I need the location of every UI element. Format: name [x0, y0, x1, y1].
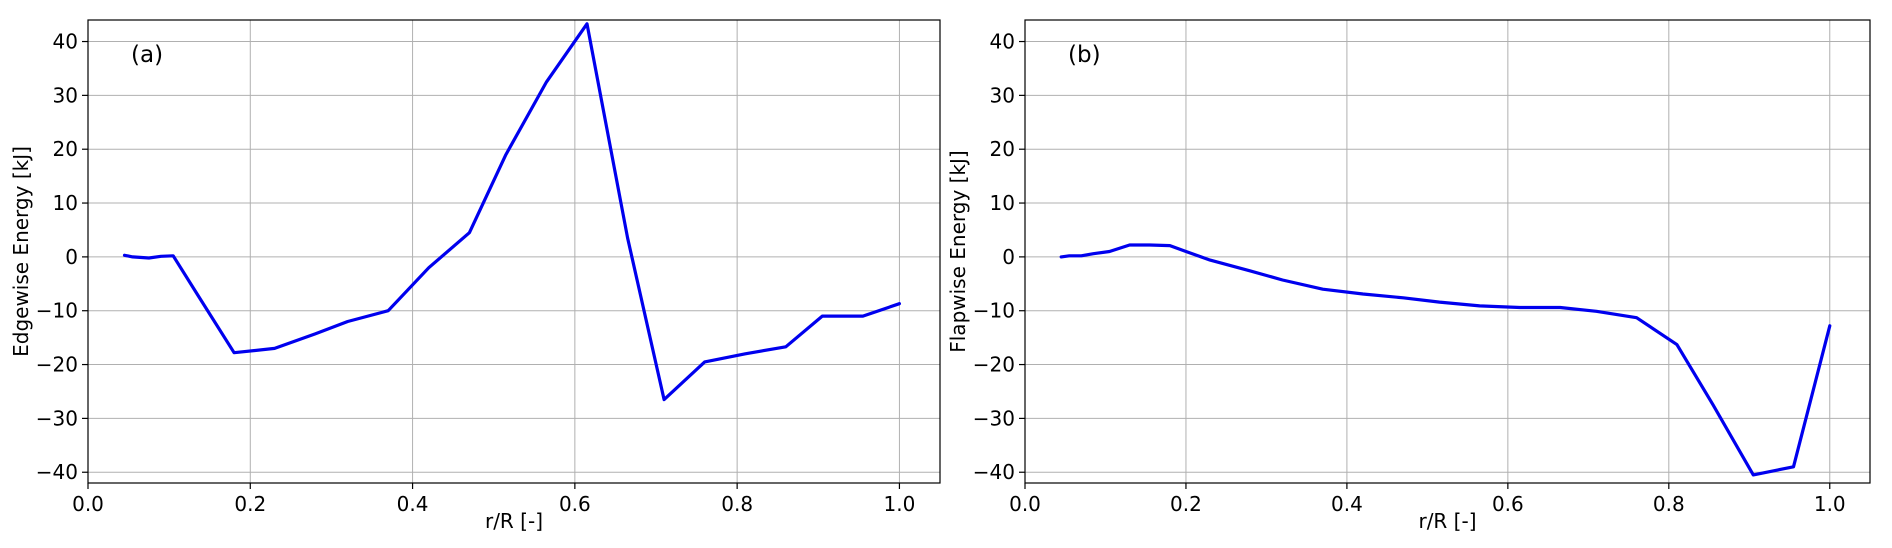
x-tick-label: 0.8 [1653, 492, 1685, 516]
y-tick-label: −10 [36, 299, 78, 323]
y-tick-label: −10 [973, 299, 1015, 323]
y-tick-label: −20 [36, 353, 78, 377]
y-tick-label: −20 [973, 353, 1015, 377]
series-line [1059, 243, 1832, 477]
y-tick-label: −30 [973, 406, 1015, 430]
y-tick-label: 20 [53, 137, 78, 161]
x-tick-label: 0.6 [559, 492, 591, 516]
x-tick-label: 0.0 [1009, 492, 1041, 516]
y-tick-label: −40 [973, 460, 1015, 484]
y-tick-label: 0 [1002, 245, 1015, 269]
x-tick-label: 0.8 [721, 492, 753, 516]
y-tick-label: 20 [990, 137, 1015, 161]
y-tick-label: −40 [36, 460, 78, 484]
chart-edgewise-energy: 0.0 0.2 0.4 0.6 0.8 1.0 −40 −30 −20 −10 0 10 20 30 40 r… [9, 19, 941, 533]
y-axis-label: Flapwise Energy [kJ] [946, 150, 970, 352]
x-tick-label: 0.4 [1331, 492, 1363, 516]
x-axis-label: r/R [-] [1418, 509, 1476, 533]
y-axis-label: Edgewise Energy [kJ] [9, 146, 33, 357]
y-tick-label: 10 [990, 191, 1015, 215]
series-line [122, 22, 902, 402]
panel-annotation: (b) [1068, 42, 1101, 68]
x-tick-label: 1.0 [1814, 492, 1846, 516]
x-tick-label: 1.0 [884, 492, 916, 516]
y-tick-label: −30 [36, 406, 78, 430]
y-tick-label: 0 [65, 245, 78, 269]
y-tick-label: 30 [53, 83, 78, 107]
plot-frame [1024, 19, 1871, 484]
chart-flapwise-energy: 0.0 0.2 0.4 0.6 0.8 1.0 −40 −30 −20 −10 0 10 20 30 40 r… [946, 19, 1871, 533]
plot-frame [87, 19, 941, 484]
y-tick-label: 40 [53, 30, 78, 54]
x-tick-label: 0.2 [1170, 492, 1202, 516]
y-tick-label: 10 [53, 191, 78, 215]
x-tick-label: 0.2 [234, 492, 266, 516]
y-tick-label: 40 [990, 30, 1015, 54]
y-tick-label: 30 [990, 83, 1015, 107]
x-tick-label: 0.4 [397, 492, 429, 516]
x-tick-label: 0.0 [72, 492, 104, 516]
x-axis-label: r/R [-] [485, 509, 543, 533]
panel-annotation: (a) [131, 42, 163, 68]
x-tick-label: 0.6 [1492, 492, 1524, 516]
